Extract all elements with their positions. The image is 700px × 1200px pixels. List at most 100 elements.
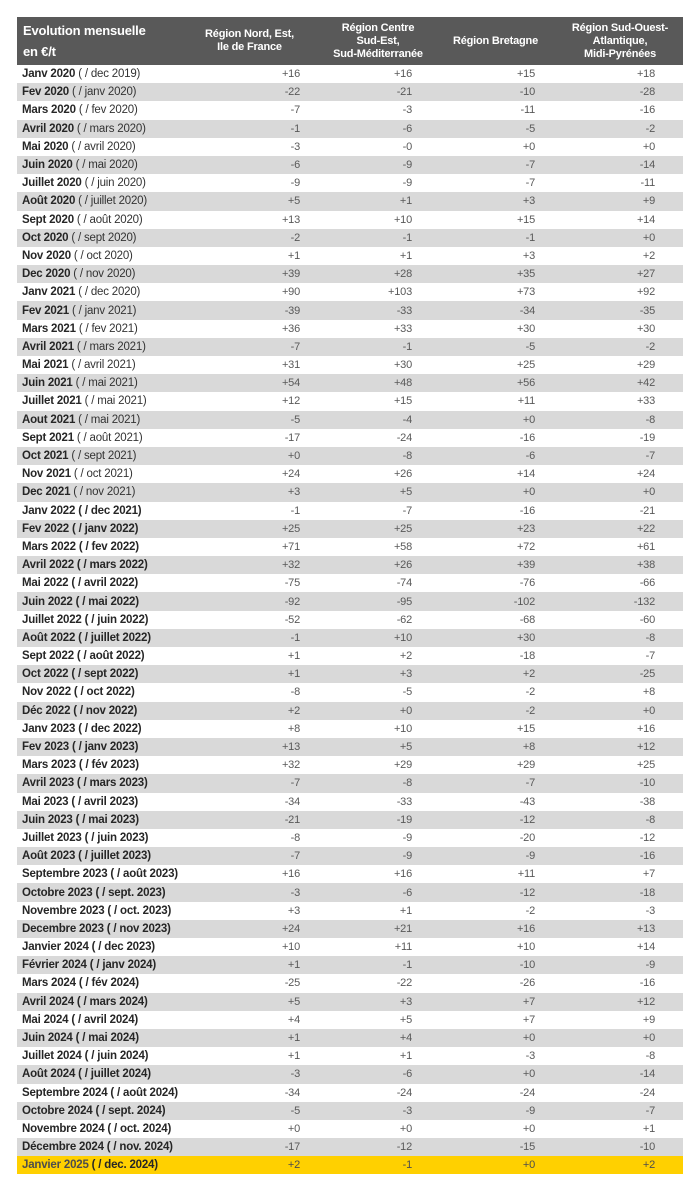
table-row: Août 2023 ( / juillet 2023) -7 -9 -9 -16 [17,847,683,866]
row-month: Juin 2020 [22,159,73,172]
value-cell: -68 [519,613,536,626]
value-cell: +24 [636,468,655,481]
row-month: Mai 2021 [22,359,69,372]
column-header-centre-sud-est: Région Centre Sud-Est, Sud-Méditerranée [322,17,434,65]
row-label-cell: Décembre 2024 ( / nov. 2024) [17,1138,177,1156]
row-label-cell: Sept 2020 ( / août 2020) [17,211,177,229]
row-month: Novembre 2024 [22,1122,105,1135]
row-label-cell: Fev 2021 ( / janv 2021) [17,301,177,319]
value-cell: -24 [639,1086,656,1099]
table-row: Février 2024 ( / janv 2024) +1 -1 -10 -9 [17,956,683,975]
row-compare-period: ( / sept 2022) [68,668,139,681]
row-label-cell: Nov 2022 ( / oct 2022) [17,683,177,701]
row-month: Mars 2024 [22,977,76,990]
value-cell: +32 [281,559,300,572]
row-label-cell: Mai 2024 ( / avril 2024) [17,1011,177,1029]
table-row: Déc 2022 ( / nov 2022) +2 +0 -2 +0 [17,701,683,720]
row-label-cell: Decembre 2023 ( / nov 2023) [17,920,177,938]
value-cell: +29 [393,759,412,772]
value-cell: -7 [645,1104,656,1117]
row-compare-period: ( / août 2021) [73,431,143,444]
value-cell: -8 [402,450,413,463]
table-row: Juin 2024 ( / mai 2024) +1 +4 +0 +0 [17,1028,683,1048]
value-cell: -2 [525,686,536,699]
value-cell: -33 [396,304,413,317]
value-cell: -9 [402,850,413,863]
table-row: Mai 2024 ( / avril 2024) +4 +5 +7 +9 [17,1011,683,1029]
row-month: Juillet 2020 [22,177,82,190]
value-cell: -9 [645,959,656,972]
row-month: Décembre 2024 [22,1141,104,1154]
value-cell: +10 [393,213,412,226]
value-cell: +12 [636,995,655,1008]
row-month: Juillet 2021 [22,395,82,408]
value-cell: -34 [519,304,536,317]
value-cell: +5 [399,741,412,754]
row-label-cell: Fev 2023 ( / janv 2023) [17,738,177,756]
table-row: Avril 2021 ( / mars 2021) -7 -1 -5 -2 [17,337,683,356]
row-label-cell: Avril 2021 ( / mars 2021) [17,338,177,356]
row-compare-period: ( / août 2020) [73,213,143,226]
row-label-cell: Juillet 2022 ( / juin 2022) [17,611,177,629]
value-cell: -7 [402,504,413,517]
value-cell: -2 [645,340,656,353]
row-compare-period: ( / avril 2023) [68,795,139,808]
row-label-cell: Fev 2020 ( / janv 2020) [17,83,177,101]
row-month: Déc 2022 [22,704,71,717]
value-cell: +31 [281,359,300,372]
row-label-cell: Août 2024 ( / juillet 2024) [17,1065,177,1083]
value-cell: +0 [522,140,535,153]
table-row: Juillet 2022 ( / juin 2022) -52 -62 -68 -60 [17,611,683,629]
value-cell: +7 [522,1013,535,1026]
value-cell: +11 [517,868,535,881]
value-cell: +5 [287,995,300,1008]
value-cell: +14 [516,468,535,481]
table-row: Mars 2021 ( / fev 2021) +36 +33 +30 +30 [17,320,683,338]
row-label-cell: Avril 2024 ( / mars 2024) [17,993,177,1011]
row-label-cell: Janvier 2025 ( / dec. 2024) [17,1156,177,1174]
value-cell: -10 [519,959,536,972]
row-month: Mai 2020 [22,140,69,153]
row-label-cell: Mai 2020 ( / avril 2020) [17,138,177,156]
row-month: Août 2022 [22,631,76,644]
value-cell: +1 [287,1032,300,1045]
value-cell: -12 [519,886,536,899]
value-cell: -76 [519,577,536,590]
row-month: Decembre 2023 [22,922,104,935]
row-month: Juin 2024 [22,1032,73,1045]
value-cell: -4 [402,413,413,426]
table-row: Fev 2020 ( / janv 2020) -22 -21 -10 -28 [17,83,683,102]
value-cell: +22 [636,522,655,535]
value-cell: -11 [640,177,656,190]
value-cell: -9 [290,177,301,190]
value-cell: -9 [402,159,413,172]
value-cell: -35 [639,304,656,317]
table-row: Dec 2021 ( / nov 2021) +3 +5 +0 +0 [17,483,683,502]
row-month: Oct 2021 [22,450,69,463]
table-row: Mai 2022 ( / avril 2022) -75 -74 -76 -66 [17,574,683,592]
table-row: Mars 2022 ( / fev 2022) +71 +58 +72 +61 [17,538,683,556]
row-month: Février 2024 [22,959,87,972]
row-compare-period: ( / dec 2019) [75,68,141,81]
value-cell: -7 [290,777,301,790]
table-row: Oct 2021 ( / sept 2021) +0 -8 -6 -7 [17,446,683,466]
row-label-cell: Août 2023 ( / juillet 2023) [17,847,177,865]
value-cell: +23 [516,522,535,535]
row-compare-period: ( / sept. 2023) [92,886,166,899]
table-row: Fev 2023 ( / janv 2023) +13 +5 +8 +12 [17,737,683,757]
row-compare-period: ( / dec 2022) [75,722,142,735]
table-row: Mai 2020 ( / avril 2020) -3 -0 +0 +0 [17,138,683,156]
table-row: Sept 2021 ( / août 2021) -17 -24 -16 -19 [17,429,683,447]
value-cell: +8 [522,741,535,754]
value-cell: +0 [522,1159,535,1172]
value-cell: +26 [393,559,412,572]
value-cell: -75 [284,577,301,590]
table-row: Septembre 2024 ( / août 2024) -34 -24 -24 -2… [17,1084,683,1102]
row-month: Janv 2023 [22,722,76,735]
value-cell: -7 [525,177,536,190]
value-cell: +0 [399,1122,412,1135]
value-cell: -6 [402,122,413,135]
row-month: Avril 2023 [22,777,74,790]
row-month: Mars 2021 [22,322,76,335]
value-cell: +2 [399,650,412,663]
